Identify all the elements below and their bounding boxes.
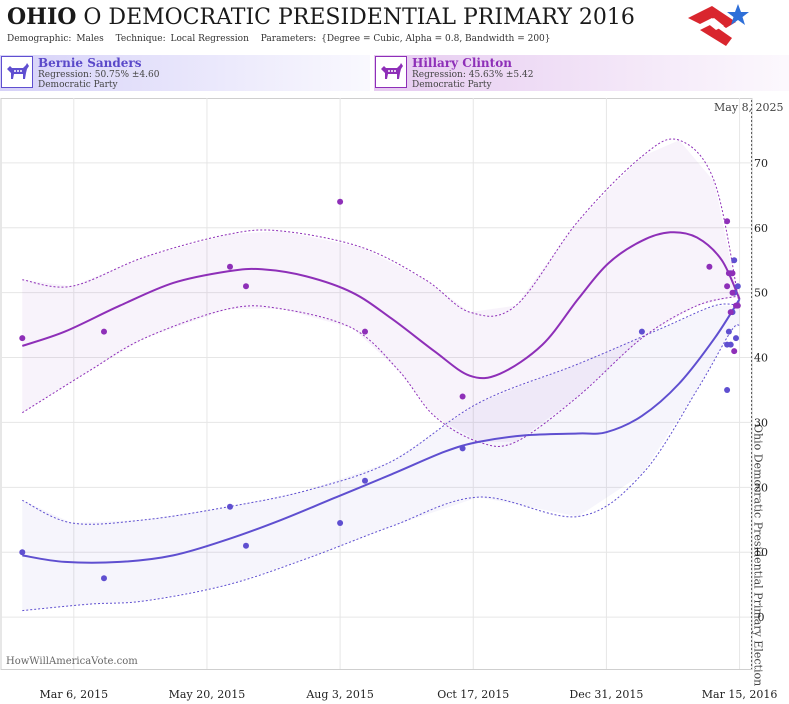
y-tick-label: 30	[754, 416, 768, 429]
trend-lines	[21, 231, 741, 564]
candidate-party: Democratic Party	[38, 80, 118, 90]
poll-point-bernie-sanders	[724, 387, 731, 393]
chart-header: OHIO O DEMOCRATIC PRESIDENTIAL PRIMARY 2…	[0, 0, 789, 50]
band-fill-bernie-sanders	[22, 305, 740, 611]
legend-item-clinton: Hillary Clinton Regression: 45.63% ±5.42…	[374, 55, 789, 91]
x-tick-label: May 20, 2015	[169, 688, 246, 701]
trend-line-hillary-clinton	[21, 231, 741, 380]
donkey-icon	[1, 56, 33, 88]
poll-point-hillary-clinton	[459, 393, 466, 400]
regression-chart: Ohio Democratic Presidential Primary Ele…	[0, 98, 784, 701]
poll-point-hillary-clinton	[734, 302, 741, 309]
poll-points	[19, 198, 741, 582]
y-tick-label: 10	[754, 546, 768, 559]
poll-point-bernie-sanders	[337, 520, 344, 526]
candidate-name: Hillary Clinton	[412, 56, 512, 70]
param-value-technique: Local Regression	[170, 34, 249, 44]
poll-point-bernie-sanders	[243, 542, 249, 549]
donkey-icon	[375, 56, 407, 88]
poll-point-hillary-clinton	[101, 328, 107, 335]
poll-point-hillary-clinton	[19, 335, 26, 342]
trend-line-bernie-sanders	[22, 298, 741, 564]
x-tick-label: Mar 15, 2016	[702, 688, 778, 701]
x-gridlines	[73, 98, 741, 669]
legend-item-sanders: Bernie Sanders Regression: 50.75% ±4.60 …	[0, 55, 370, 91]
y-tick-label: 0	[758, 611, 765, 624]
star-flag-logo-icon	[688, 4, 749, 46]
poll-point-bernie-sanders	[227, 503, 233, 510]
y-tick-label: 70	[754, 157, 768, 170]
candidate-regression: Regression: 45.63% ±5.42	[412, 70, 534, 80]
poll-point-hillary-clinton	[706, 263, 713, 270]
y-tick-label: 60	[754, 222, 768, 235]
x-tick-label: Mar 6, 2015	[40, 688, 109, 701]
poll-point-bernie-sanders	[734, 283, 741, 290]
poll-point-bernie-sanders	[731, 257, 738, 264]
poll-point-hillary-clinton	[731, 348, 738, 355]
param-value-demographic: Males	[76, 34, 104, 44]
x-tick-label: Aug 3, 2015	[305, 688, 374, 701]
poll-point-hillary-clinton	[362, 328, 368, 335]
poll-point-bernie-sanders	[19, 549, 26, 556]
x-tick-label: Oct 17, 2015	[437, 688, 509, 701]
current-date-label: May 8, 2025	[714, 101, 784, 114]
poll-point-bernie-sanders	[638, 328, 645, 335]
candidate-name: Bernie Sanders	[38, 56, 142, 70]
band-lower-hillary-clinton	[22, 295, 740, 447]
y-tick-label: 20	[754, 481, 768, 494]
poll-point-hillary-clinton	[724, 218, 731, 225]
confidence-bands	[22, 138, 741, 612]
y-gridlines	[1, 162, 752, 618]
poll-point-bernie-sanders	[733, 335, 739, 342]
param-label-technique: Technique:	[115, 34, 166, 44]
page-title: OHIO O DEMOCRATIC PRESIDENTIAL PRIMARY 2…	[7, 4, 635, 30]
param-value-parameters: {Degree = Cubic, Alpha = 0.8, Bandwidth …	[321, 34, 551, 44]
poll-point-hillary-clinton	[243, 283, 249, 290]
parameters-line: Demographic: Males Technique: Local Regr…	[7, 34, 551, 44]
poll-point-bernie-sanders	[725, 328, 732, 335]
candidate-party: Democratic Party	[412, 80, 492, 90]
param-label-demographic: Demographic:	[7, 34, 72, 44]
title-state: OHIO	[7, 4, 77, 30]
band-fill-hillary-clinton	[22, 140, 740, 442]
poll-point-bernie-sanders	[459, 445, 466, 452]
y-tick-label: 50	[754, 287, 768, 300]
poll-point-hillary-clinton	[337, 198, 344, 205]
x-tick-label: Dec 31, 2015	[569, 688, 643, 701]
watermark: HowWillAmericaVote.com	[6, 656, 138, 667]
poll-point-bernie-sanders	[727, 341, 734, 348]
x-tick-labels: Mar 6, 2015 May 20, 2015 Aug 3, 2015 Oct 17…	[40, 688, 778, 701]
param-label-parameters: Parameters:	[260, 34, 317, 44]
election-marker-label: Ohio Democratic Presidential Primary Ele…	[752, 424, 765, 686]
poll-point-hillary-clinton	[729, 270, 736, 277]
poll-point-bernie-sanders	[101, 575, 107, 582]
poll-point-hillary-clinton	[724, 283, 731, 290]
candidate-regression: Regression: 50.75% ±4.60	[38, 70, 160, 80]
poll-point-bernie-sanders	[362, 477, 368, 484]
poll-point-hillary-clinton	[727, 309, 734, 316]
y-tick-label: 40	[754, 352, 768, 365]
title-rest: O DEMOCRATIC PRESIDENTIAL PRIMARY 2016	[83, 5, 635, 30]
y-tick-labels: 0 10 20 30 40 50 60 70	[754, 157, 768, 624]
band-lower-bernie-sanders	[22, 324, 740, 612]
poll-point-hillary-clinton	[729, 289, 736, 296]
band-upper-bernie-sanders	[22, 303, 740, 525]
band-upper-hillary-clinton	[22, 138, 741, 317]
poll-point-hillary-clinton	[227, 263, 233, 270]
